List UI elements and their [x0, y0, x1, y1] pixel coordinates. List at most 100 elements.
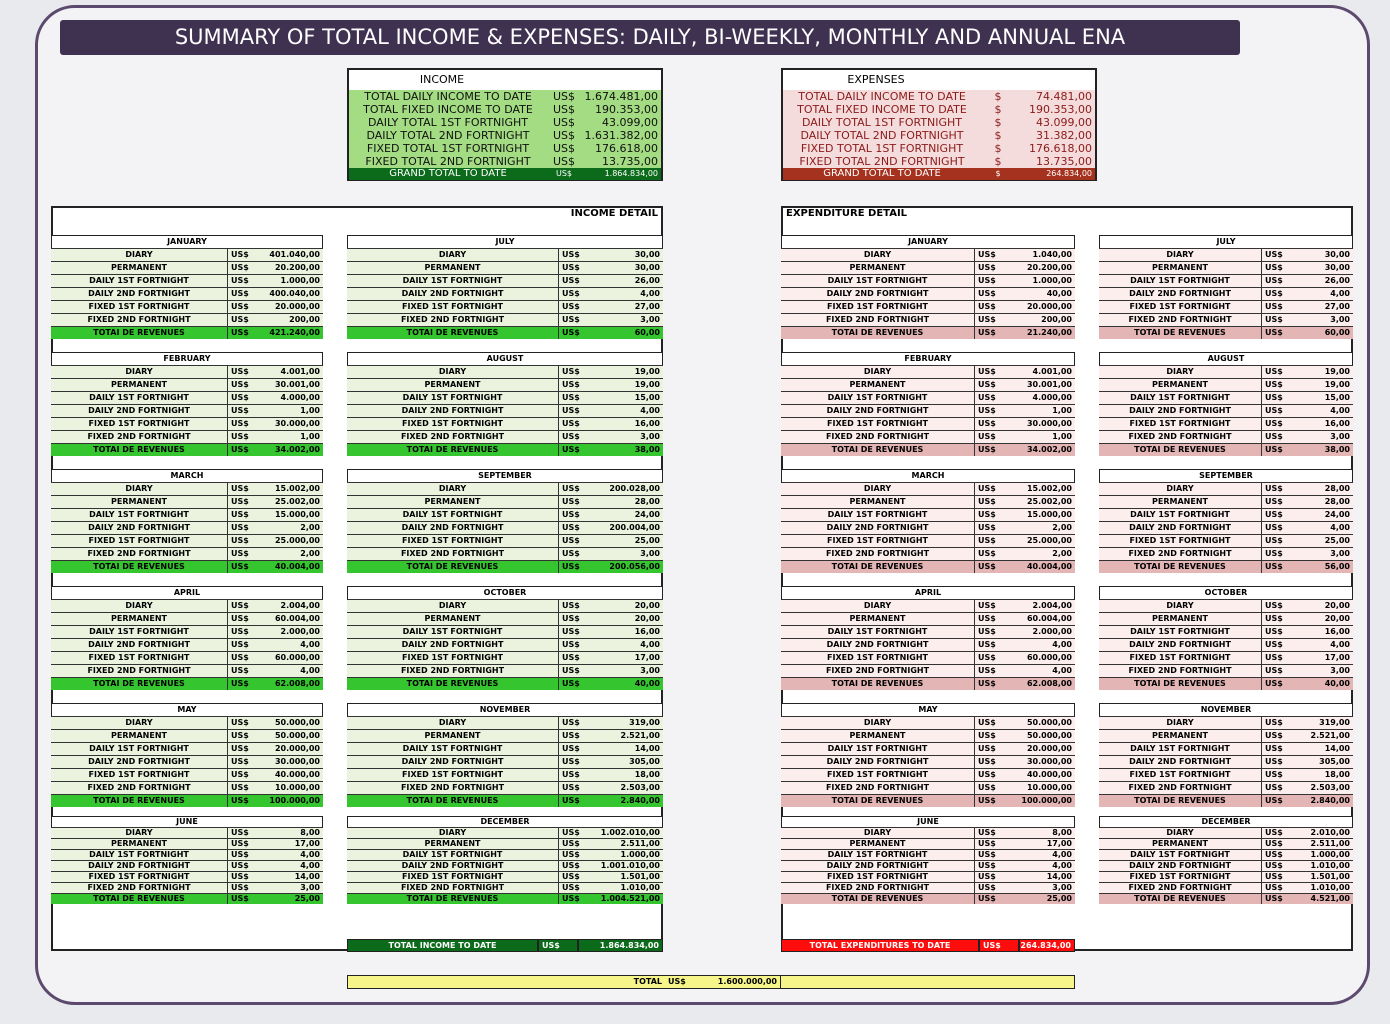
row-label: DIARY: [1099, 827, 1262, 838]
total-label: TOTAI DE REVENUES: [51, 326, 228, 339]
row-value: 25.002,00: [266, 495, 323, 508]
row-value: 25.000,00: [1013, 534, 1075, 547]
row-value: 20,00: [597, 612, 663, 625]
currency: US$: [975, 404, 1013, 417]
title-bar: SUMMARY OF TOTAL INCOME & EXPENSES: DAIL…: [60, 20, 1240, 55]
summary-currency: US$: [547, 116, 581, 129]
row-label: FIXED 2ND FORTNIGHT: [781, 882, 975, 893]
row-label: DAILY 2ND FORTNIGHT: [51, 287, 228, 300]
summary-currency: US$: [547, 103, 581, 116]
row-label: DIARY: [51, 482, 228, 495]
row-value: 17,00: [597, 651, 663, 664]
currency: US$: [559, 625, 597, 638]
total-label: TOTAI DE REVENUES: [51, 893, 228, 904]
row-label: DAILY 1ST FORTNIGHT: [781, 508, 975, 521]
currency: US$: [228, 313, 266, 326]
currency: US$: [559, 534, 597, 547]
total-label: TOTAI DE REVENUES: [1099, 893, 1262, 904]
currency: US$: [975, 391, 1013, 404]
currency: US$: [228, 612, 266, 625]
row-value: 1.501,00: [1300, 871, 1353, 882]
total-label: TOTAL INCOME TO DATE: [347, 939, 538, 952]
row-value: 4,00: [1013, 860, 1075, 871]
row-label: DAILY 2ND FORTNIGHT: [1099, 521, 1262, 534]
currency: US$: [559, 729, 597, 742]
currency: US$: [559, 838, 597, 849]
currency: US$: [1262, 599, 1300, 612]
row-value: 4,00: [1013, 664, 1075, 677]
currency: US$: [1262, 755, 1300, 768]
currency: US$: [1262, 742, 1300, 755]
currency: US$: [1262, 508, 1300, 521]
total-value: 25,00: [266, 893, 323, 904]
month-name: AUGUST: [1207, 353, 1245, 363]
row-label: DAILY 2ND FORTNIGHT: [781, 404, 975, 417]
row-label: FIXED 2ND FORTNIGHT: [1099, 313, 1262, 326]
total-value: 264.834,00: [1019, 939, 1075, 952]
currency: US$: [1262, 443, 1300, 456]
row-value: 40.000,00: [266, 768, 323, 781]
row-value: 4.001,00: [266, 365, 323, 378]
total-label: TOTAI DE REVENUES: [347, 677, 559, 690]
currency: US$: [559, 781, 597, 794]
row-label: FIXED 1ST FORTNIGHT: [51, 534, 228, 547]
currency: US$: [1262, 521, 1300, 534]
summary-label: DAILY TOTAL 2ND FORTNIGHT: [349, 129, 547, 142]
row-value: 17,00: [266, 838, 323, 849]
summary-value: 31.382,00: [1015, 129, 1095, 142]
row-label: DIARY: [1099, 599, 1262, 612]
row-value: 1.002.010,00: [597, 827, 663, 838]
row-value: 2,00: [266, 547, 323, 560]
currency: US$: [228, 443, 266, 456]
total-label: TOTAI DE REVENUES: [347, 794, 559, 807]
row-value: 20.000,00: [1013, 300, 1075, 313]
summary-currency: $: [981, 142, 1015, 155]
row-value: 24,00: [597, 508, 663, 521]
row-value: 20.000,00: [266, 300, 323, 313]
row-value: 16,00: [597, 625, 663, 638]
row-label: DIARY: [781, 716, 975, 729]
currency: US$: [975, 781, 1013, 794]
currency: US$: [228, 781, 266, 794]
summary-value: 43.099,00: [1015, 116, 1095, 129]
currency: US$: [559, 638, 597, 651]
total-value: 40,00: [1300, 677, 1353, 690]
row-label: DAILY 1ST FORTNIGHT: [347, 742, 559, 755]
row-value: 3,00: [1300, 664, 1353, 677]
currency: US$: [1262, 313, 1300, 326]
row-value: 20.200,00: [266, 261, 323, 274]
row-label: DAILY 1ST FORTNIGHT: [51, 625, 228, 638]
total-value: 56,00: [1300, 560, 1353, 573]
currency: US$: [228, 838, 266, 849]
row-value: 18,00: [597, 768, 663, 781]
row-label: DAILY 2ND FORTNIGHT: [51, 638, 228, 651]
row-value: 4,00: [597, 404, 663, 417]
month-name: NOVEMBER: [1200, 704, 1252, 714]
total-value: 100.000,00: [1013, 794, 1075, 807]
row-label: FIXED 2ND FORTNIGHT: [51, 664, 228, 677]
row-value: 3,00: [1013, 882, 1075, 893]
currency: US$: [559, 521, 597, 534]
row-label: DAILY 1ST FORTNIGHT: [1099, 849, 1262, 860]
row-label: DAILY 1ST FORTNIGHT: [51, 849, 228, 860]
row-value: 319,00: [597, 716, 663, 729]
row-value: 17,00: [1013, 838, 1075, 849]
currency: US$: [559, 378, 597, 391]
row-value: 50.000,00: [266, 716, 323, 729]
row-label: DIARY: [781, 599, 975, 612]
row-label: DAILY 1ST FORTNIGHT: [1099, 625, 1262, 638]
total-label: TOTAI DE REVENUES: [51, 677, 228, 690]
row-label: DIARY: [1099, 716, 1262, 729]
row-label: FIXED 2ND FORTNIGHT: [1099, 430, 1262, 443]
currency: US$: [975, 300, 1013, 313]
summary-heading: EXPENSES: [847, 72, 905, 86]
row-label: DAILY 1ST FORTNIGHT: [1099, 742, 1262, 755]
row-value: 1.000,00: [1013, 274, 1075, 287]
total-label: TOTAI DE REVENUES: [781, 677, 975, 690]
total-value: 200.056,00: [597, 560, 663, 573]
row-label: FIXED 2ND FORTNIGHT: [51, 882, 228, 893]
row-label: DIARY: [781, 248, 975, 261]
row-label: DAILY 1ST FORTNIGHT: [1099, 508, 1262, 521]
row-label: PERMANENT: [781, 729, 975, 742]
currency: US$: [975, 871, 1013, 882]
